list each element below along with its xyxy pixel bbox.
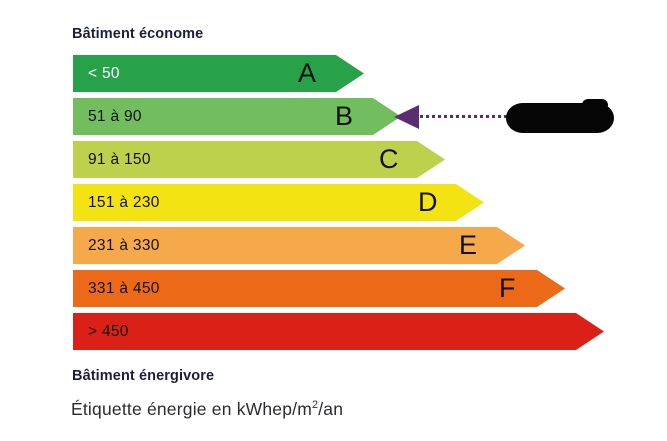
bar-range-label: 331 à 450 — [88, 280, 160, 297]
leader-dot — [504, 115, 507, 118]
bar-range-label: 51 à 90 — [88, 108, 142, 125]
redaction-mark-bump — [582, 99, 608, 111]
energy-unit-prefix: Étiquette énergie en kWhep/m — [71, 399, 313, 419]
class-pointer-triangle-icon — [394, 105, 419, 129]
energy-class-bar-f: 331 à 450 F — [73, 270, 565, 307]
energy-unit-suffix: /an — [318, 399, 344, 419]
bar-range-label: > 450 — [88, 323, 129, 340]
caption-energy-intensive-building: Bâtiment énergivore — [72, 368, 215, 384]
bar-class-letter: E — [459, 230, 478, 260]
energy-class-bar-c: 91 à 150 C — [73, 141, 445, 178]
leader-dot — [420, 115, 423, 118]
leader-dot — [456, 115, 459, 118]
bar-arrow-shape — [73, 141, 445, 178]
class-pointer-dotted-leader — [420, 115, 508, 118]
bar-class-letter: C — [379, 144, 399, 174]
bar-class-letter: A — [298, 58, 317, 88]
caption-economical-building: Bâtiment économe — [72, 26, 204, 42]
bar-range-label: 91 à 150 — [88, 151, 151, 168]
bar-range-label: 231 à 330 — [88, 237, 160, 254]
bar-arrow-shape — [73, 313, 604, 350]
leader-dot — [468, 115, 471, 118]
leader-dot — [486, 115, 489, 118]
bar-arrow-shape — [73, 98, 401, 135]
bar-class-letter: F — [499, 273, 516, 303]
leader-dot — [474, 115, 477, 118]
energy-class-bar-a: < 50 A — [73, 55, 364, 92]
bar-range-label: 151 à 230 — [88, 194, 160, 211]
bar-arrow-shape — [73, 184, 484, 221]
energy-unit-superscript: 2 — [312, 399, 319, 412]
leader-dot — [426, 115, 429, 118]
redaction-mark — [506, 99, 614, 133]
bar-arrow-shape — [73, 270, 565, 307]
bar-arrow-shape — [73, 227, 525, 264]
leader-dot — [498, 115, 501, 118]
leader-dot — [438, 115, 441, 118]
caption-energy-unit: Étiquette énergie en kWhep/m2/an — [71, 399, 343, 420]
energy-class-bar-b: 51 à 90 B — [73, 98, 401, 135]
leader-dot — [492, 115, 495, 118]
energy-class-bar-e: 231 à 330 E — [73, 227, 525, 264]
bar-class-letter: B — [335, 101, 354, 131]
energy-class-bar-d: 151 à 230 D — [73, 184, 484, 221]
leader-dot — [450, 115, 453, 118]
leader-dot — [444, 115, 447, 118]
bar-arrow-shape — [73, 55, 364, 92]
bar-class-letter: D — [418, 187, 438, 217]
energy-class-bar-g: > 450 — [73, 313, 604, 350]
leader-dot — [462, 115, 465, 118]
leader-dot — [480, 115, 483, 118]
bar-range-label: < 50 — [88, 65, 120, 82]
leader-dot — [432, 115, 435, 118]
